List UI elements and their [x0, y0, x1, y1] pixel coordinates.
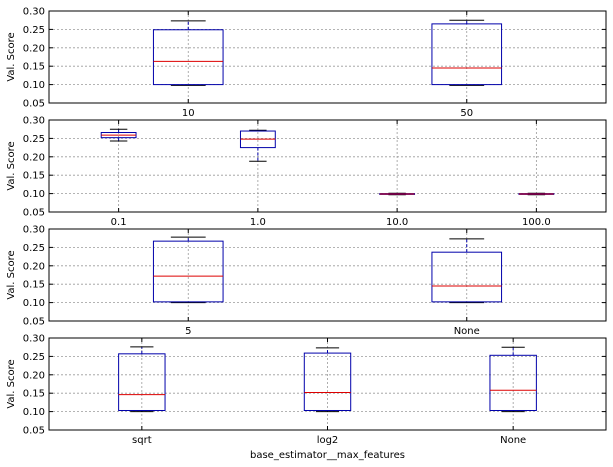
- y-tick-label: 0.20: [23, 261, 45, 272]
- x-tick-label: 100.0: [522, 217, 551, 228]
- y-tick-label: 0.05: [23, 208, 45, 219]
- y-tick-label: 0.25: [23, 352, 45, 363]
- iqr-box: [303, 352, 352, 411]
- x-tick-label: 10: [182, 108, 195, 119]
- subplot-4: 0.05 0.10 0.15 0.20 0.25 0.30 sqrt log2 None Val.…: [6, 334, 607, 461]
- iqr-box: [118, 353, 166, 411]
- axes-frame: [48, 337, 607, 431]
- box-None: [431, 238, 503, 304]
- x-tick-label: 5: [185, 326, 191, 337]
- y-tick-label: 0.20: [23, 43, 45, 54]
- y-tick-label: 0.10: [23, 298, 45, 309]
- y-axis-label: Val. Score: [6, 141, 17, 190]
- y-tick-label: 0.05: [23, 426, 45, 437]
- axes-frame: [48, 10, 607, 104]
- y-tick-label: 0.30: [23, 116, 45, 127]
- x-tick-label: log2: [317, 435, 339, 446]
- subplot-3: 0.05 0.10 0.15 0.20 0.25 0.30 5 None Val. Score: [6, 225, 607, 337]
- x-tick-label: None: [454, 326, 480, 337]
- box-0.1: [100, 128, 137, 142]
- y-tick-label: 0.05: [23, 317, 45, 328]
- box-10: [152, 20, 224, 86]
- box-5: [152, 236, 224, 304]
- y-tick-label: 0.10: [23, 189, 45, 200]
- iqr-box: [152, 240, 224, 303]
- subplot-1: 0.05 0.10 0.15 0.20 0.25 0.30 10 50 Val. Score: [6, 7, 607, 119]
- y-tick-label: 0.15: [23, 171, 45, 182]
- y-tick-label: 0.15: [23, 280, 45, 291]
- box-50: [431, 19, 503, 86]
- iqr-box: [431, 251, 503, 303]
- y-tick-label: 0.20: [23, 370, 45, 381]
- y-tick-label: 0.30: [23, 225, 45, 236]
- box-100.0: [518, 192, 555, 196]
- x-axis-label: base_estimator__max_features: [250, 450, 405, 461]
- y-axis-label: Val. Score: [6, 32, 17, 81]
- x-tick-label: 50: [460, 108, 473, 119]
- subplot-2: 0.05 0.10 0.15 0.20 0.25 0.30 0.1 1.0 10.0 100.0 V…: [6, 116, 607, 228]
- y-axis-label: Val. Score: [6, 359, 17, 408]
- y-tick-label: 0.10: [23, 407, 45, 418]
- x-tick-label: 10.0: [386, 217, 408, 228]
- y-tick-label: 0.30: [23, 7, 45, 18]
- y-tick-label: 0.15: [23, 389, 45, 400]
- y-tick-label: 0.25: [23, 243, 45, 254]
- y-tick-label: 0.25: [23, 25, 45, 36]
- box-10.0: [379, 192, 416, 196]
- box-1.0: [239, 129, 276, 162]
- iqr-box: [431, 23, 503, 86]
- y-tick-label: 0.25: [23, 134, 45, 145]
- x-tick-label: 1.0: [250, 217, 266, 228]
- y-axis-label: Val. Score: [6, 250, 17, 299]
- y-tick-label: 0.10: [23, 80, 45, 91]
- y-tick-label: 0.30: [23, 334, 45, 345]
- axes-frame: [48, 228, 607, 322]
- x-tick-label: 0.1: [111, 217, 127, 228]
- x-tick-label: None: [500, 435, 526, 446]
- box-sqrt: [118, 346, 166, 413]
- iqr-box: [489, 354, 537, 411]
- y-tick-label: 0.20: [23, 152, 45, 163]
- y-tick-label: 0.05: [23, 99, 45, 110]
- x-tick-label: sqrt: [132, 435, 152, 446]
- y-tick-label: 0.15: [23, 62, 45, 73]
- iqr-box: [152, 29, 224, 86]
- axes-frame: [48, 119, 607, 213]
- box-None: [489, 346, 537, 413]
- box-log2: [303, 347, 352, 413]
